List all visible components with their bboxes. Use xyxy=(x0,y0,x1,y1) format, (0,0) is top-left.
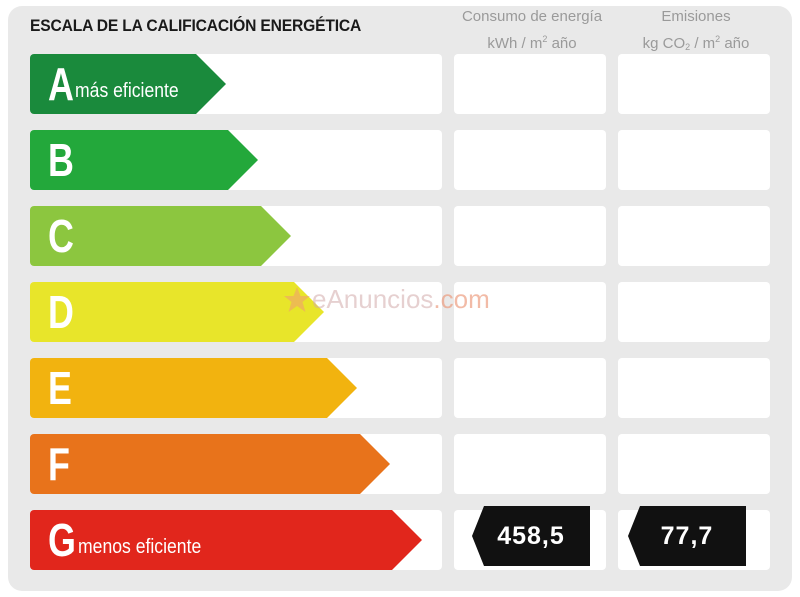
energy-cell xyxy=(454,358,606,418)
rating-letter: F xyxy=(48,438,70,490)
energy-cell xyxy=(454,54,606,114)
energy-cell xyxy=(454,282,606,342)
energy-cell xyxy=(454,130,606,190)
energy-value-badge: 458,5 xyxy=(472,506,590,566)
rating-arrow-c: C xyxy=(30,206,291,266)
rating-letter: G xyxy=(48,514,76,566)
rating-letter: B xyxy=(48,134,74,186)
emissions-cell xyxy=(618,434,770,494)
rating-letter: C xyxy=(48,210,74,262)
page-title: ESCALA DE LA CALIFICACIÓN ENERGÉTICA xyxy=(30,16,362,35)
emissions-cell xyxy=(618,130,770,190)
rating-label: más eficiente xyxy=(75,79,179,102)
star-icon xyxy=(284,286,310,312)
emissions-value-badge: 77,7 xyxy=(628,506,746,566)
rating-letter: E xyxy=(48,362,72,414)
rating-label: menos eficiente xyxy=(77,535,202,558)
emissions-cell xyxy=(618,54,770,114)
emissions-cell xyxy=(618,206,770,266)
energy-cell xyxy=(454,206,606,266)
emissions-cell xyxy=(618,358,770,418)
energy-cell xyxy=(454,434,606,494)
rating-letter: D xyxy=(48,286,74,338)
energy-column-header: Consumo de energía kWh / m2 año xyxy=(461,8,603,52)
watermark: eAnuncios .com xyxy=(282,284,490,315)
rating-arrow-d: D xyxy=(30,282,324,342)
rating-arrow-f: F xyxy=(30,434,390,494)
emissions-column-header: Emisiones kg CO2 / m2 año xyxy=(642,8,750,52)
rating-arrow-e: E xyxy=(30,358,357,418)
rating-arrow-b: B xyxy=(30,130,258,190)
rating-letter: A xyxy=(48,58,74,110)
emissions-cell xyxy=(618,282,770,342)
